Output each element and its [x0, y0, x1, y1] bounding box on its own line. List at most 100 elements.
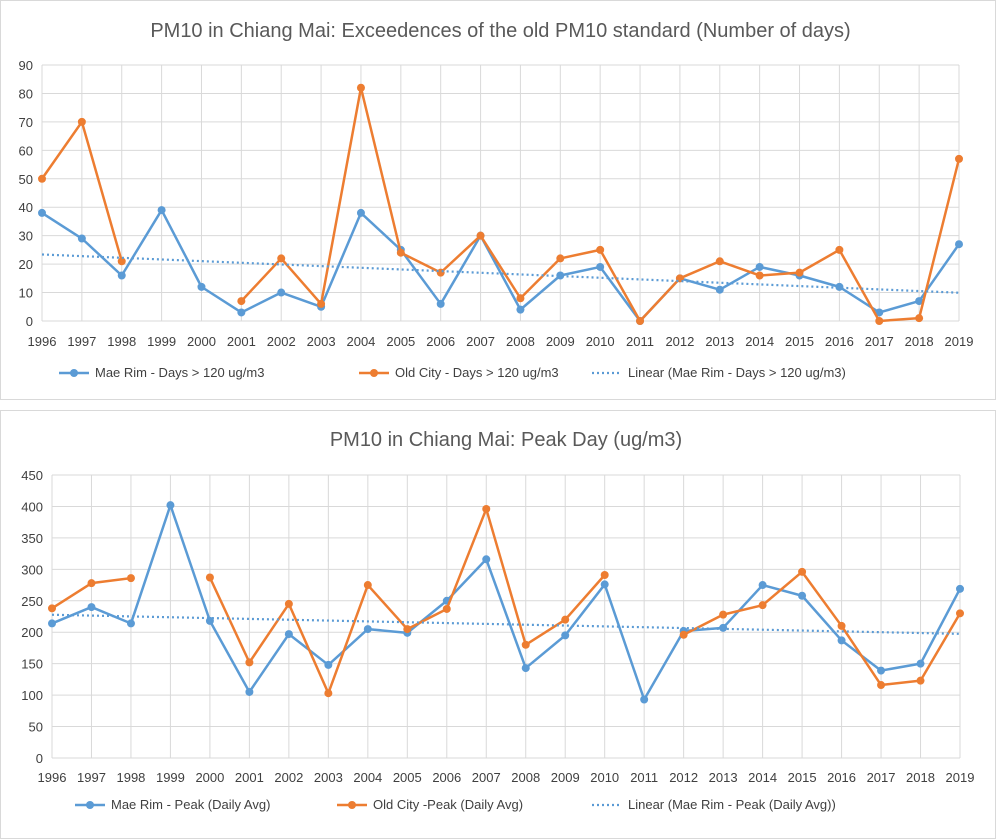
data-point: [956, 609, 964, 618]
trendline: [51, 613, 961, 635]
x-tick-label: 1999: [147, 334, 176, 349]
data-point: [600, 570, 609, 579]
x-tick-label: 2011: [626, 334, 654, 349]
x-tick-label: 2018: [906, 770, 935, 785]
x-tick-label: 2003: [314, 770, 343, 785]
x-tick-label: 2016: [825, 334, 854, 349]
data-point: [561, 631, 570, 640]
chart-panel-peak-day: PM10 in Chiang Mai: Peak Day (ug/m3) 0 50 1…: [0, 410, 996, 839]
x-tick-label: 2008: [506, 334, 535, 349]
data-point: [798, 591, 807, 600]
data-point: [324, 689, 333, 698]
data-point: [403, 625, 412, 634]
x-tick-label: 2019: [945, 334, 974, 349]
x-tick-label: 2017: [867, 770, 896, 785]
data-point: [837, 621, 846, 630]
series-line: [683, 570, 962, 687]
x-tick-label: 2004: [353, 770, 382, 785]
legend-label: Old City - Days > 120 ug/m3: [395, 365, 559, 380]
y-tick-label: 10: [19, 286, 33, 301]
y-tick-label: 50: [29, 720, 43, 735]
x-tick-label: 2015: [788, 770, 817, 785]
x-tick-label: 2014: [745, 334, 774, 349]
data-point: [956, 584, 964, 593]
data-point: [915, 297, 924, 306]
data-point: [482, 504, 491, 513]
data-point: [596, 245, 605, 254]
x-tick-label: 2014: [748, 770, 777, 785]
data-point: [237, 297, 246, 306]
x-tick-label: 2004: [346, 334, 375, 349]
data-point: [916, 659, 925, 668]
y-tick-label: 20: [19, 257, 33, 272]
data-point: [356, 208, 365, 217]
y-tick-label: 70: [19, 115, 33, 130]
data-point: [284, 599, 293, 608]
data-point: [356, 83, 365, 92]
data-point: [795, 268, 804, 277]
x-tick-label: 2016: [827, 770, 856, 785]
y-tick-label: 100: [21, 688, 43, 703]
series-line: [41, 208, 961, 323]
y-tick-label: 90: [19, 58, 33, 73]
data-point: [837, 636, 846, 645]
data-point: [126, 619, 135, 628]
legend-label: Mae Rim - Days > 120 ug/m3: [95, 365, 264, 380]
data-point: [197, 282, 206, 291]
series-line: [51, 503, 962, 701]
data-point: [516, 294, 525, 303]
data-point: [48, 604, 56, 613]
data-point: [157, 206, 166, 215]
data-point: [556, 254, 565, 263]
x-tick-label: 2001: [235, 770, 264, 785]
x-tick-label: 2012: [669, 770, 698, 785]
x-tick-label: 2006: [426, 334, 455, 349]
data-point: [600, 580, 609, 589]
data-point: [719, 610, 728, 619]
data-point: [755, 271, 764, 280]
x-tick-label: 2003: [307, 334, 336, 349]
data-point: [77, 117, 86, 126]
chart-title: PM10 in Chiang Mai: Exceedences of the o…: [150, 20, 850, 42]
data-point: [521, 640, 530, 649]
y-tick-label: 400: [21, 499, 43, 514]
y-tick-label: 0: [36, 751, 43, 766]
data-point: [755, 262, 764, 271]
data-point: [916, 676, 925, 685]
data-point: [877, 666, 886, 675]
legend-label: Linear (Mae Rim - Peak (Daily Avg)): [628, 797, 836, 812]
legend-marker: [86, 801, 94, 809]
data-point: [396, 248, 405, 257]
data-point: [877, 681, 886, 690]
x-tick-label: 2009: [546, 334, 575, 349]
data-point: [640, 695, 649, 704]
x-tick-label: 2012: [665, 334, 694, 349]
legend-label: Old City -Peak (Daily Avg): [373, 797, 523, 812]
data-point: [679, 630, 688, 639]
data-point: [442, 604, 451, 613]
data-point: [117, 271, 126, 280]
y-tick-label: 0: [26, 314, 33, 329]
data-point: [436, 268, 445, 277]
data-point: [245, 687, 254, 696]
x-tick-label: 1998: [116, 770, 145, 785]
x-tick-label: 1996: [38, 770, 67, 785]
data-point: [521, 664, 530, 673]
y-tick-label: 250: [21, 594, 43, 609]
data-point: [324, 660, 333, 669]
data-point: [758, 581, 767, 590]
x-tick-label: 2018: [905, 334, 934, 349]
data-point: [758, 601, 767, 610]
x-tick-label: 2002: [267, 334, 296, 349]
x-tick-label: 1998: [107, 334, 136, 349]
x-tick-label: 2015: [785, 334, 814, 349]
y-tick-label: 200: [21, 625, 43, 640]
x-tick-label: 2001: [227, 334, 256, 349]
data-point: [875, 317, 884, 325]
x-tick-label: 2017: [865, 334, 894, 349]
data-point: [596, 262, 605, 271]
data-point: [117, 257, 126, 266]
x-tick-label: 2009: [551, 770, 580, 785]
x-tick-label: 1996: [28, 334, 57, 349]
legend-marker: [370, 369, 378, 377]
